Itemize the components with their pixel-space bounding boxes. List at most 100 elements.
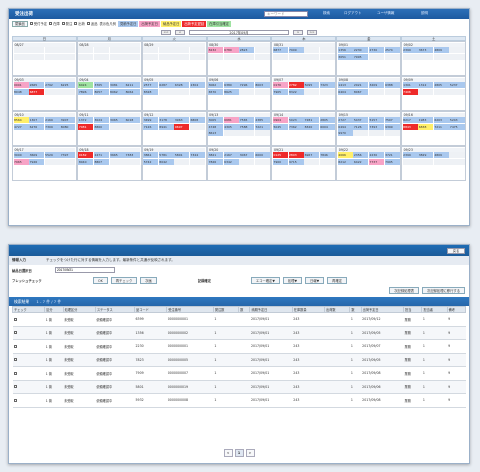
order-chip[interactable]: 5742 [143, 158, 159, 165]
order-chip[interactable]: 8322 [288, 88, 304, 95]
next-record-list-button[interactable]: 次記録処理表 [389, 286, 420, 294]
order-chip[interactable]: 7281 [304, 117, 320, 123]
order-chip[interactable]: 4809 [433, 152, 449, 158]
nav-help[interactable]: 説明 [421, 11, 428, 15]
order-chip[interactable]: 2803 [288, 152, 304, 158]
order-chip[interactable]: 2399 [402, 47, 418, 53]
order-chip[interactable]: 1372 [78, 117, 94, 123]
order-chip[interactable]: 3609 [29, 152, 45, 158]
order-chip[interactable]: 5781 [158, 152, 174, 158]
nav-logout[interactable]: ログアウト [344, 11, 362, 15]
order-chip[interactable]: 6422 [353, 158, 369, 165]
checkbox-cell[interactable] [12, 366, 45, 381]
checkbox-cell[interactable] [12, 326, 45, 340]
order-chip[interactable]: 0125 [272, 152, 289, 158]
table-row[interactable]: 1 普未受取 依頼確認中 5932 0000000008 1 2017/09/01 243 1… [12, 393, 466, 408]
order-chip[interactable]: 4727 [13, 123, 29, 130]
order-chip[interactable]: 2665 [29, 82, 45, 88]
order-chip[interactable]: 6225 [60, 82, 76, 88]
order-chip[interactable]: 0001 [13, 82, 29, 88]
order-chip[interactable]: 7900 [272, 158, 289, 165]
echo-dropdown[interactable]: エコー確定▼ [250, 276, 280, 284]
order-chip[interactable]: 8212 [337, 158, 353, 165]
column-header[interactable]: 納期予定日 [249, 306, 293, 313]
order-chip[interactable]: 5095 [304, 82, 320, 88]
order-chip[interactable]: 5045 [272, 123, 289, 130]
order-chip[interactable]: 8320 [304, 123, 320, 130]
order-chip[interactable]: 8040 [78, 158, 94, 165]
order-chip[interactable]: 2399 [402, 152, 418, 158]
order-chip[interactable]: 2471 [93, 152, 110, 158]
nav-search[interactable]: 検索 [323, 11, 330, 15]
order-chip[interactable]: 2356 [353, 152, 369, 158]
table-row[interactable]: 1 普未受取 依頼確認中 6399 0000000001 1 2017/09/01 243 1… [12, 312, 466, 327]
next-page-button[interactable]: > [245, 449, 255, 457]
table-row[interactable]: 1 普未受取 依頼確認中 7823 0000000005 1 2017/09/01 243 1… [12, 353, 466, 367]
process-dropdown[interactable]: 処理▼ [282, 276, 303, 284]
order-chip[interactable]: 0182 [78, 152, 94, 158]
order-chip[interactable]: 2021 [353, 82, 369, 88]
column-header[interactable]: 品コード [134, 306, 168, 313]
date-input[interactable] [55, 267, 115, 273]
order-chip[interactable]: 1301 [402, 82, 418, 88]
checkbox-cell[interactable] [12, 312, 45, 327]
order-chip[interactable]: 5529 [44, 152, 60, 158]
order-chip[interactable]: 7221 [254, 123, 270, 130]
column-header[interactable]: 処理区分 [62, 306, 96, 313]
order-chip[interactable]: 1312 [418, 82, 434, 88]
order-chip[interactable]: 4809 [433, 47, 449, 53]
order-chip[interactable]: 7126 [353, 123, 369, 130]
order-chip[interactable]: 7826 [208, 158, 224, 165]
order-chip[interactable]: 7406 [402, 88, 418, 95]
order-chip[interactable]: 7588 [239, 123, 255, 130]
filter-item[interactable]: 発注 [61, 21, 72, 26]
order-chip[interactable]: 6838 [418, 123, 434, 130]
order-chip[interactable]: 7475 [449, 123, 465, 130]
order-chip[interactable]: 4305 [223, 123, 239, 130]
order-chip[interactable]: 6424 [78, 82, 94, 88]
order-chip[interactable]: 6877 [272, 47, 289, 53]
closed-items-button[interactable]: 閉鎖品 [12, 20, 28, 27]
order-chip[interactable]: 6004 [319, 123, 335, 130]
order-chip[interactable]: 6681 [223, 117, 239, 123]
reconfirm-button[interactable]: 再確定 [327, 276, 348, 284]
order-chip[interactable]: 3907 [60, 117, 76, 123]
order-chip[interactable]: 9697 [174, 123, 190, 130]
order-chip[interactable]: 1983 [418, 117, 434, 123]
next-year-button[interactable]: >> [307, 29, 317, 35]
order-chip[interactable]: 3000 [13, 152, 29, 158]
order-chip[interactable]: 7507 [384, 117, 400, 123]
order-chip[interactable]: 6276 [29, 123, 45, 130]
order-chip[interactable]: 6570 [208, 88, 224, 95]
table-row[interactable]: 1 普未受取 依頼確認中 7909 0000000007 1 2017/09/01 243 1… [12, 366, 466, 381]
order-chip[interactable]: 8217 [402, 117, 418, 123]
column-header[interactable]: 備考 [446, 306, 467, 313]
recheck-button[interactable]: 再チェック [110, 276, 138, 284]
order-chip[interactable]: 8843 [402, 123, 418, 130]
order-chip[interactable]: 3963 [174, 117, 190, 123]
column-header[interactable]: 担当 [403, 306, 423, 313]
table-row[interactable]: 1 普未受取 依頼確認中 1356 0000000002 1 2017/09/01 243 1… [12, 326, 466, 340]
table-row[interactable]: 1 普未受取 依頼確認中 5801 0000000019 1 2017/09/01 243 1… [12, 380, 466, 394]
order-chip[interactable]: 7737 [368, 158, 385, 165]
order-chip[interactable]: 3051 [337, 53, 353, 60]
order-chip[interactable]: 2167 [223, 152, 239, 158]
order-chip[interactable]: 8232 [208, 47, 224, 53]
order-chip[interactable]: 7309 [44, 123, 60, 130]
prev-year-button[interactable]: << [161, 29, 171, 35]
order-chip[interactable]: 3821 [208, 152, 224, 158]
order-chip[interactable]: 3829 [418, 152, 434, 158]
order-chip[interactable]: 8080 [60, 123, 76, 130]
order-chip[interactable]: 7965 [13, 158, 29, 165]
order-chip[interactable]: 7081 [78, 123, 94, 130]
order-chip[interactable]: 8057 [93, 88, 110, 95]
back-button[interactable]: 戻る [447, 247, 465, 254]
nav-user[interactable]: ユーザ情報 [377, 11, 395, 15]
next-month-button[interactable]: > [293, 29, 303, 35]
row-checkbox[interactable] [13, 371, 17, 375]
order-chip[interactable]: 8860 [93, 123, 110, 130]
order-chip[interactable]: 9970 [337, 130, 353, 136]
order-chip[interactable]: 7905 [272, 88, 289, 95]
order-chip[interactable]: 7896 [78, 88, 94, 95]
order-chip[interactable]: 2230 [368, 152, 385, 158]
